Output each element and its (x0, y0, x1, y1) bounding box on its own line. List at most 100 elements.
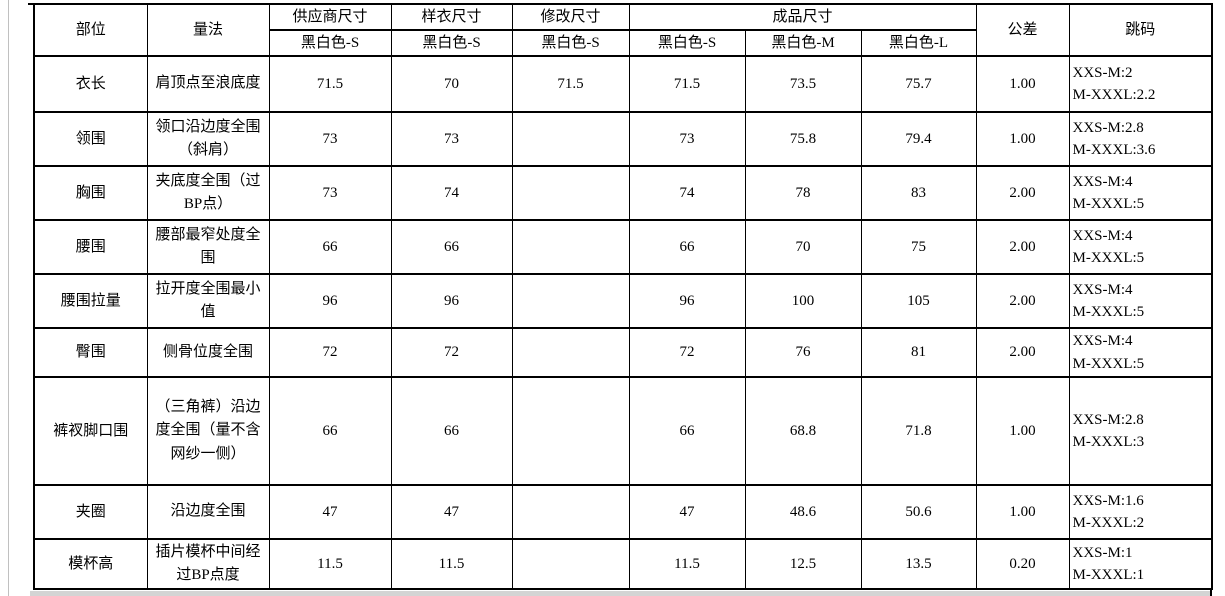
cell-finished-m: 75.8 (744, 111, 862, 167)
col-header-supplier-size: 供应商尺寸 (268, 3, 392, 31)
cell-grading: XXS-M:4 M-XXXL:5 (1068, 219, 1213, 275)
right-border-stub (1210, 589, 1212, 596)
col-header-part: 部位 (33, 3, 148, 57)
cell-finished-l: 83 (860, 165, 977, 221)
cell-finished-l: 105 (860, 273, 977, 329)
cell-tolerance: 2.00 (975, 219, 1070, 275)
cell-finished-l: 81 (860, 327, 977, 378)
top-border-stub (28, 3, 35, 5)
cell-tolerance: 1.00 (975, 484, 1070, 540)
cell-part: 模杯高 (33, 538, 148, 590)
cell-sample-size: 74 (390, 165, 513, 221)
cell-method: 肩顶点至浪底度 (146, 55, 270, 113)
table-header: 部位 量法 供应商尺寸 样衣尺寸 修改尺寸 成品尺寸 公差 跳码 黑白色-S 黑… (33, 3, 1213, 57)
table-row: 裤衩脚口围 （三角裤）沿边度全围（量不含网纱一侧） 66 66 66 68.8 … (33, 376, 1213, 486)
col-header-tolerance: 公差 (975, 3, 1070, 57)
cell-grading: XXS-M:2.8 M-XXXL:3 (1068, 376, 1213, 486)
table-row: 臀围 侧骨位度全围 72 72 72 76 81 2.00 XXS-M:4 M-… (33, 327, 1213, 378)
cell-method: 腰部最窄处度全围 (146, 219, 270, 275)
cell-supplier-size: 73 (268, 165, 392, 221)
cell-modified-size (511, 111, 630, 167)
cell-part: 腰围 (33, 219, 148, 275)
cell-modified-size (511, 165, 630, 221)
cell-finished-l: 50.6 (860, 484, 977, 540)
cell-part: 腰围拉量 (33, 273, 148, 329)
cell-finished-l: 75 (860, 219, 977, 275)
cell-sample-size: 73 (390, 111, 513, 167)
cell-grading: XXS-M:4 M-XXXL:5 (1068, 273, 1213, 329)
cell-grading: XXS-M:2.8 M-XXXL:3.6 (1068, 111, 1213, 167)
cell-method: 沿边度全围 (146, 484, 270, 540)
cell-modified-size (511, 219, 630, 275)
cell-finished-m: 78 (744, 165, 862, 221)
cell-finished-m: 70 (744, 219, 862, 275)
cell-finished-s: 66 (628, 219, 746, 275)
cell-grading: XXS-M:2 M-XXXL:2.2 (1068, 55, 1213, 113)
next-row-partial-fill (30, 591, 1212, 596)
subheader-sample-colorway: 黑白色-S (390, 29, 513, 57)
cell-sample-size: 66 (390, 219, 513, 275)
cell-sample-size: 72 (390, 327, 513, 378)
cell-part: 夹圈 (33, 484, 148, 540)
cell-modified-size (511, 484, 630, 540)
cell-finished-m: 73.5 (744, 55, 862, 113)
subheader-supplier-colorway: 黑白色-S (268, 29, 392, 57)
cell-tolerance: 2.00 (975, 327, 1070, 378)
cell-finished-s: 73 (628, 111, 746, 167)
cell-method: （三角裤）沿边度全围（量不含网纱一侧） (146, 376, 270, 486)
cell-sample-size: 66 (390, 376, 513, 486)
cell-tolerance: 1.00 (975, 111, 1070, 167)
cell-method: 插片模杯中间经过BP点度 (146, 538, 270, 590)
cell-method: 夹底度全围（过BP点） (146, 165, 270, 221)
cell-finished-m: 76 (744, 327, 862, 378)
cell-finished-l: 75.7 (860, 55, 977, 113)
col-header-grading: 跳码 (1068, 3, 1213, 57)
cell-modified-size: 71.5 (511, 55, 630, 113)
cell-finished-s: 47 (628, 484, 746, 540)
cell-part: 胸围 (33, 165, 148, 221)
col-header-method: 量法 (146, 3, 270, 57)
cell-modified-size (511, 327, 630, 378)
col-header-modified-size: 修改尺寸 (511, 3, 630, 31)
cell-grading: XXS-M:1.6 M-XXXL:2 (1068, 484, 1213, 540)
header-row-main: 部位 量法 供应商尺寸 样衣尺寸 修改尺寸 成品尺寸 公差 跳码 (33, 3, 1213, 57)
cell-tolerance: 2.00 (975, 273, 1070, 329)
cell-part: 衣长 (33, 55, 148, 113)
table-row: 胸围 夹底度全围（过BP点） 73 74 74 78 83 2.00 XXS-M… (33, 165, 1213, 221)
cell-tolerance: 0.20 (975, 538, 1070, 590)
cell-supplier-size: 66 (268, 376, 392, 486)
cell-finished-s: 96 (628, 273, 746, 329)
subheader-finished-colorway-m: 黑白色-M (744, 29, 862, 57)
cell-sample-size: 70 (390, 55, 513, 113)
cell-supplier-size: 11.5 (268, 538, 392, 590)
subheader-finished-colorway-s: 黑白色-S (628, 29, 746, 57)
subheader-finished-colorway-l: 黑白色-L (860, 29, 977, 57)
table-row: 领围 领口沿边度全围（斜肩） 73 73 73 75.8 79.4 1.00 X… (33, 111, 1213, 167)
cell-part: 臀围 (33, 327, 148, 378)
table-row: 模杯高 插片模杯中间经过BP点度 11.5 11.5 11.5 12.5 13.… (33, 538, 1213, 590)
cell-method: 拉开度全围最小值 (146, 273, 270, 329)
cell-method: 侧骨位度全围 (146, 327, 270, 378)
cell-tolerance: 1.00 (975, 55, 1070, 113)
size-spec-table: 部位 量法 供应商尺寸 样衣尺寸 修改尺寸 成品尺寸 公差 跳码 黑白色-S 黑… (33, 3, 1213, 590)
table-row: 腰围 腰部最窄处度全围 66 66 66 70 75 2.00 XXS-M:4 … (33, 219, 1213, 275)
cell-tolerance: 2.00 (975, 165, 1070, 221)
cell-finished-l: 13.5 (860, 538, 977, 590)
cell-finished-s: 66 (628, 376, 746, 486)
cell-finished-s: 72 (628, 327, 746, 378)
cell-finished-m: 100 (744, 273, 862, 329)
cell-finished-m: 48.6 (744, 484, 862, 540)
table-row: 衣长 肩顶点至浪底度 71.5 70 71.5 71.5 73.5 75.7 1… (33, 55, 1213, 113)
cell-modified-size (511, 376, 630, 486)
cell-grading: XXS-M:4 M-XXXL:5 (1068, 165, 1213, 221)
cell-supplier-size: 47 (268, 484, 392, 540)
cell-supplier-size: 71.5 (268, 55, 392, 113)
cell-method: 领口沿边度全围（斜肩） (146, 111, 270, 167)
cell-finished-s: 71.5 (628, 55, 746, 113)
col-header-finished-size: 成品尺寸 (628, 3, 977, 31)
cell-part: 领围 (33, 111, 148, 167)
subheader-modified-colorway: 黑白色-S (511, 29, 630, 57)
table-row: 腰围拉量 拉开度全围最小值 96 96 96 100 105 2.00 XXS-… (33, 273, 1213, 329)
cell-supplier-size: 66 (268, 219, 392, 275)
